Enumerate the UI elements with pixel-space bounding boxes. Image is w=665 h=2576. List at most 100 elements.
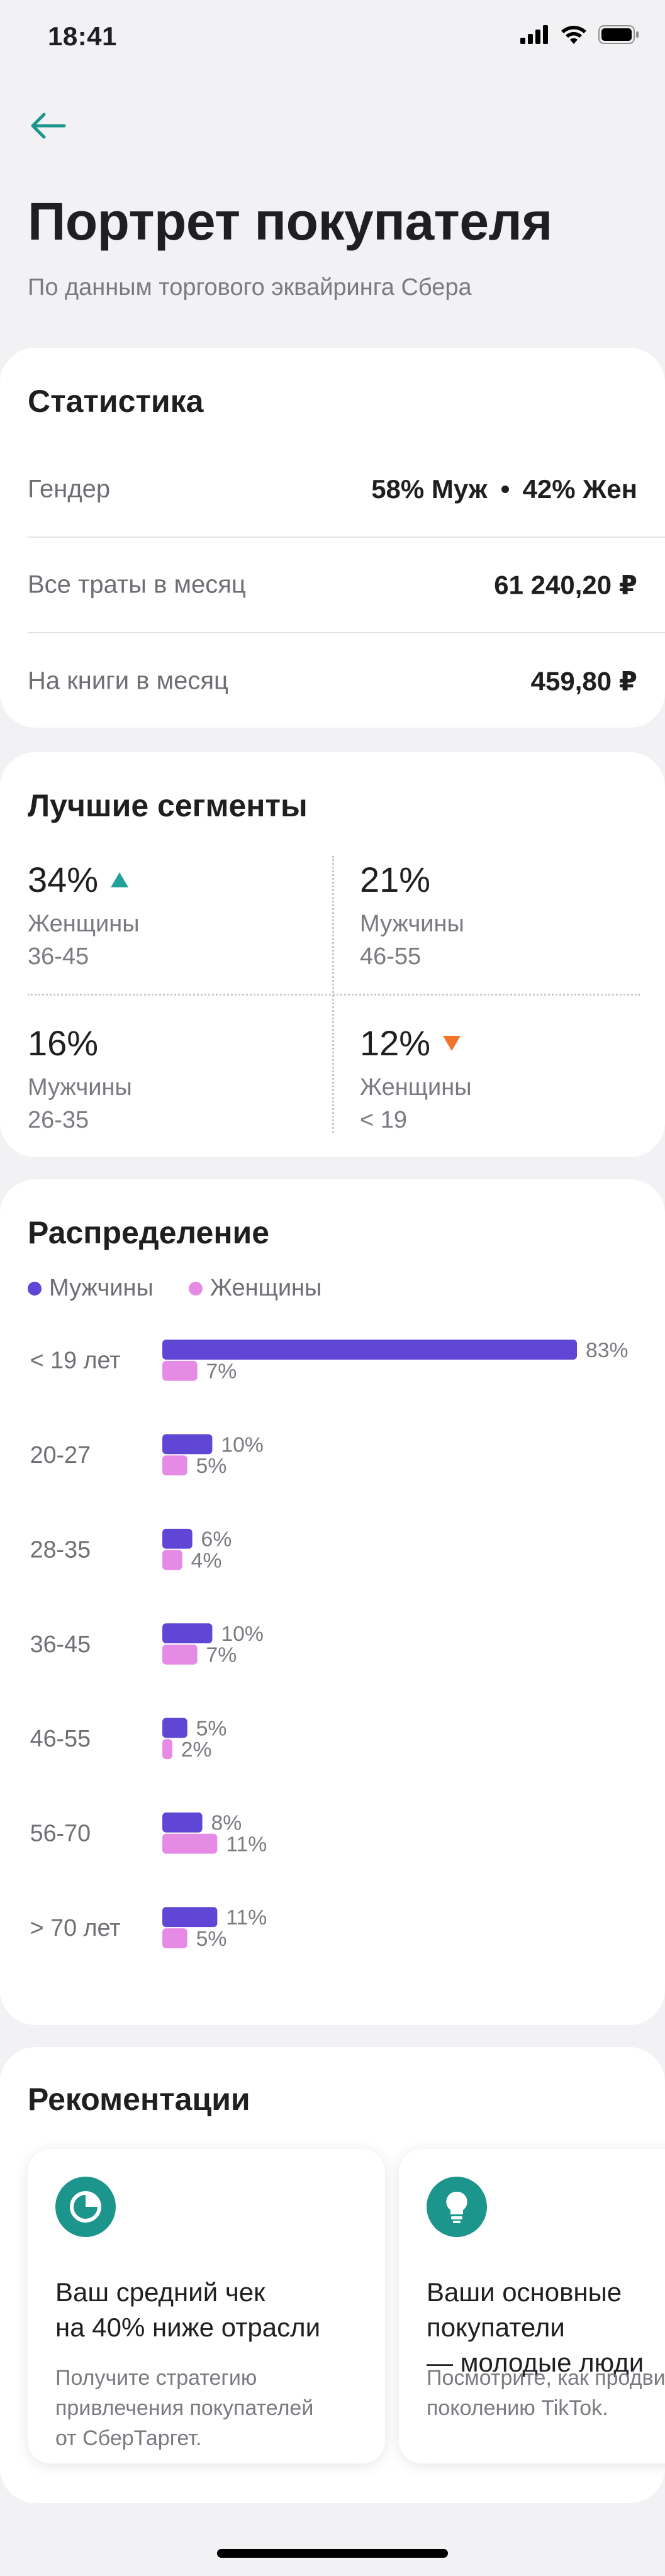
bar-value-label: 4% [191,1548,222,1572]
distribution-chart: < 19 лет 83%7%20-27 10%5%28-35 6%4%36-45 10%… [30,1338,629,1951]
statistics-card: Статистика Гендер 58% Муж 42% Жен Все тр… [0,348,665,728]
segment-age: 36-45 [28,943,89,970]
bar-male [162,1718,187,1738]
status-bar: 18:41 [0,0,665,75]
page-title: Портрет покупателя [28,192,552,251]
books-label: На книги в месяц [28,667,228,695]
bar-female [162,1360,198,1381]
segments-card: Лучшие сегменты 34% Женщины 36-45 21% Му… [0,752,665,1157]
segments-divider-horizontal [28,994,640,996]
category-label: 36-45 [30,1631,91,1657]
legend-label-male: Мужчины [49,1275,154,1301]
bar-female [162,1455,187,1475]
segment-pct: 21% [360,860,431,899]
segment-pct: 12% [360,1023,431,1063]
chart-legend: Мужчины Женщины [28,1275,321,1302]
legend-swatch-female [188,1281,203,1296]
bar-female [162,1928,187,1948]
category-label: > 70 лет [30,1914,121,1941]
gender-label: Гендер [28,475,111,503]
lightbulb-icon [427,2177,487,2237]
category-label: 56-70 [30,1820,91,1846]
trend-down-icon [443,1035,461,1051]
bar-female [162,1833,218,1854]
bar-value-label: 7% [206,1360,237,1384]
wifi-icon [561,26,586,44]
bar-value-label: 5% [196,1927,227,1951]
spend-value: 61 240,20 ₽ [494,570,637,600]
segments-title: Лучшие сегменты [28,788,308,823]
bar-female [162,1550,182,1570]
category-label: 46-55 [30,1725,91,1752]
bar-value-label: 8% [211,1811,242,1835]
bar-male [162,1907,218,1928]
battery-icon [598,25,639,44]
bar-value-label: 10% [221,1433,264,1457]
bar-male [162,1434,213,1455]
segment-gender: Женщины [28,911,140,937]
bar-value-label: 2% [181,1738,212,1762]
recommendation-text: Получите стратегию привлечения покупател… [55,2366,314,2450]
segment-pct: 16% [28,1023,99,1063]
recommendations-title: Рекоментации [28,2082,250,2117]
segment-age: 46-55 [360,943,422,970]
trend-up-icon [111,872,129,887]
bar-value-label: 11% [226,1906,267,1929]
segment-gender: Женщины [360,1074,472,1101]
gender-value: 58% Муж 42% Жен [371,474,637,504]
recommendation-card[interactable]: Ваши основные покупатели — молодые люди … [399,2149,665,2463]
stat-row-gender: Гендер 58% Муж 42% Жен [28,442,665,538]
bar-male [162,1528,193,1549]
statistics-title: Статистика [28,384,204,419]
legend-item-female: Женщины [188,1275,322,1302]
gender-female: 42% Жен [522,474,637,504]
legend-item-male: Мужчины [28,1275,154,1302]
category-label: 20-27 [30,1441,91,1468]
cellular-signal-icon [520,25,548,44]
legend-swatch-male [28,1281,42,1296]
segment-item: 34% Женщины 36-45 [28,859,330,1010]
home-indicator [217,2549,448,2558]
recommendation-card[interactable]: Ваш средний чек на 40% ниже отрасли Полу… [28,2149,385,2463]
bar-value-label: 7% [206,1643,237,1667]
books-value: 459,80 ₽ [530,666,637,696]
page-subtitle: По данным торгового эквайринга Сбера [28,274,472,301]
recommendations-card: Рекоментации Ваш средний чек на 40% ниже… [0,2047,665,2503]
recommendation-text: Посмотрите, как продвигаться поколению T… [427,2366,665,2420]
segment-age: 26-35 [28,1107,89,1133]
segment-item: 12% Женщины < 19 [360,1023,662,1157]
bar-value-label: 5% [196,1454,227,1478]
bar-value-label: 5% [196,1716,227,1740]
separator-dot [501,486,509,493]
legend-label-female: Женщины [210,1275,322,1301]
recommendation-heading: Ваш средний чек на 40% ниже отрасли [55,2277,321,2342]
recommendation-heading: Ваши основные покупатели — молодые люди [427,2277,644,2377]
segment-item: 16% Мужчины 26-35 [28,1023,330,1157]
bar-male [162,1812,203,1833]
bar-value-label: 10% [221,1622,264,1646]
spend-label: Все траты в месяц [28,570,246,599]
bar-value-label: 6% [201,1528,232,1552]
bar-female [162,1644,198,1665]
arrow-left-icon [31,113,66,139]
segment-age: < 19 [360,1107,408,1133]
status-icons [520,25,640,44]
segment-pct: 34% [28,860,99,899]
distribution-card: Распределение Мужчины Женщины < 19 лет 83… [0,1179,665,2025]
category-label: < 19 лет [30,1347,121,1374]
bar-value-label: 83% [586,1338,629,1362]
bar-female [162,1739,172,1760]
gender-male: 58% Муж [371,474,488,504]
stat-row-spend: Все траты в месяц 61 240,20 ₽ [28,538,665,633]
bar-male [162,1623,213,1643]
segment-gender: Мужчины [360,911,464,937]
stat-row-books: На книги в месяц 459,80 ₽ [28,633,665,728]
bar-male [162,1340,578,1360]
pie-chart-icon [55,2177,116,2237]
distribution-title: Распределение [28,1215,270,1250]
back-button[interactable] [23,101,73,151]
segment-item: 21% Мужчины 46-55 [360,859,662,1010]
bar-value-label: 11% [226,1832,267,1856]
segment-gender: Мужчины [28,1074,132,1101]
